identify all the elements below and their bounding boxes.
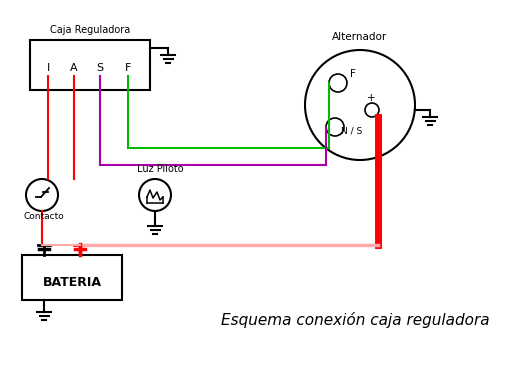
Text: +: + [367, 93, 376, 103]
Text: N / S: N / S [341, 127, 362, 136]
Text: BATERIA: BATERIA [42, 276, 101, 290]
Text: A: A [70, 63, 78, 73]
Text: Contacto: Contacto [24, 212, 65, 221]
Text: Caja Reguladora: Caja Reguladora [50, 25, 130, 35]
Text: Luz Piloto: Luz Piloto [137, 164, 183, 174]
Text: I: I [47, 63, 50, 73]
Text: Alternador: Alternador [332, 32, 388, 42]
Bar [22, 255, 122, 300]
Text: S: S [96, 63, 103, 73]
Text: Esquema conexión caja reguladora: Esquema conexión caja reguladora [221, 312, 489, 328]
Text: F: F [350, 69, 356, 79]
Text: F: F [125, 63, 131, 73]
Bar [30, 40, 150, 90]
